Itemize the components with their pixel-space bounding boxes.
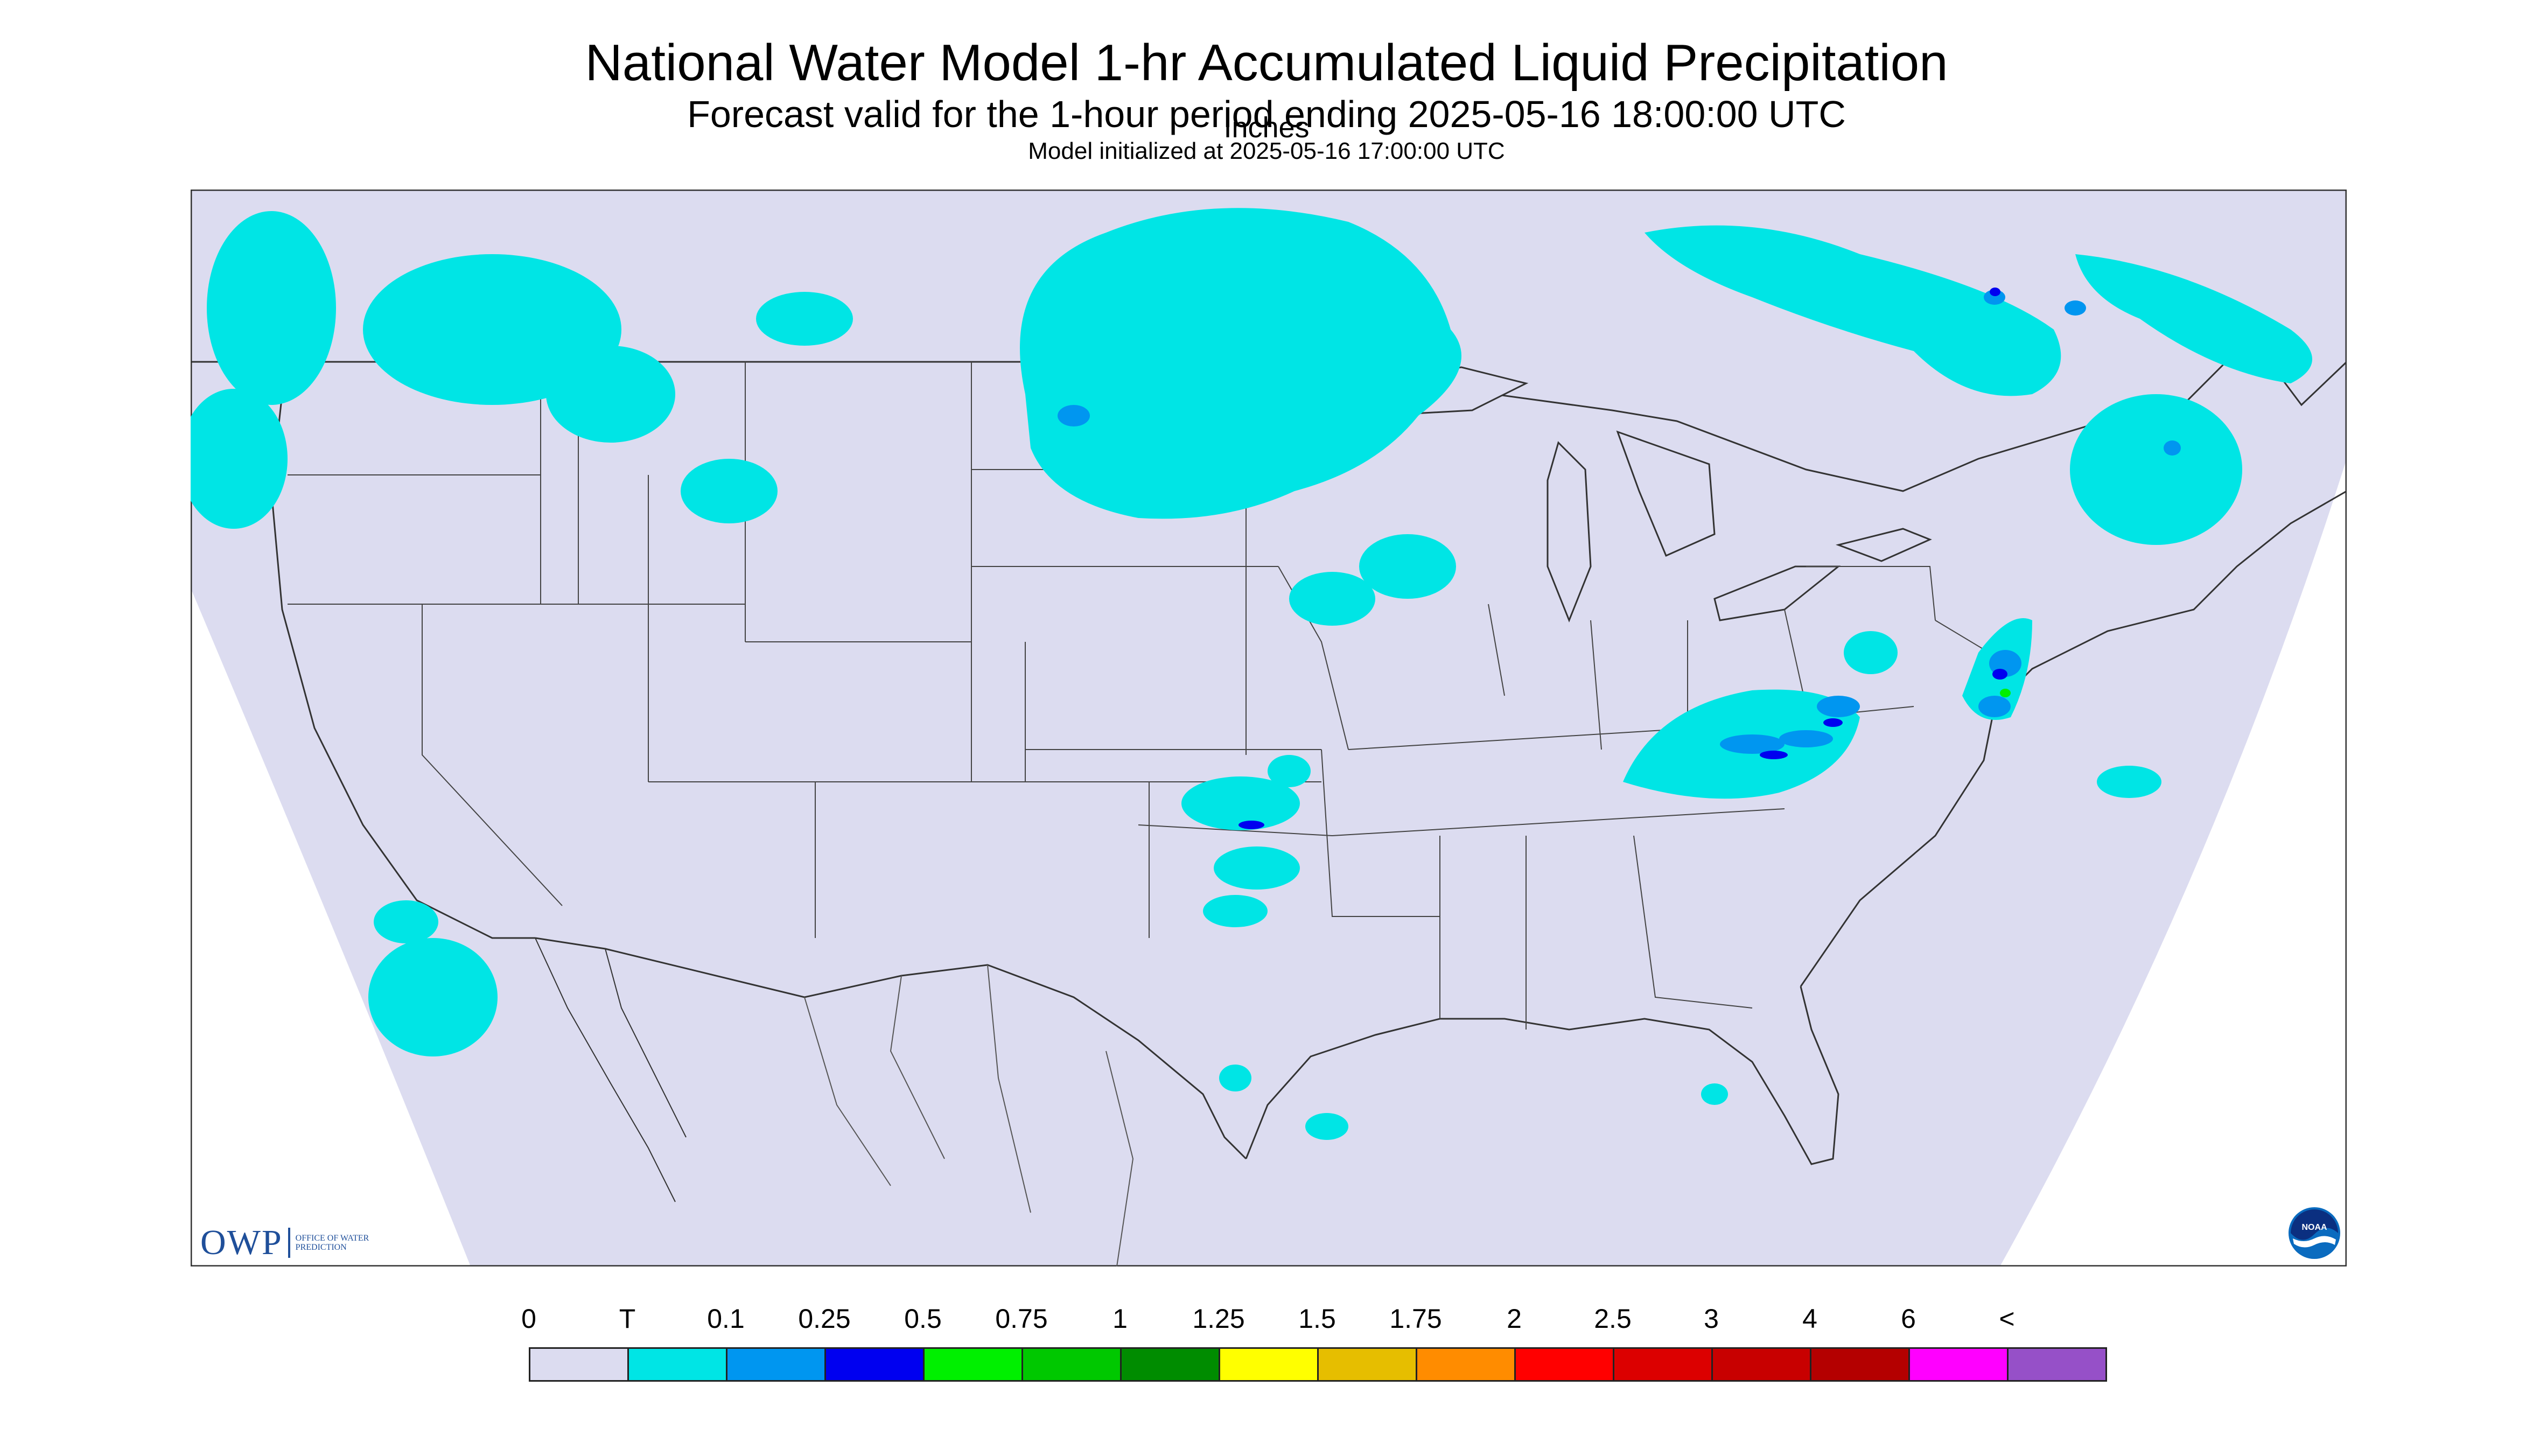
legend-tick-label: 1.25	[1192, 1304, 1245, 1334]
precip-cell-gulf-coast	[1305, 1113, 1348, 1140]
legend-tick-label: T	[619, 1304, 636, 1334]
noaa-logo-icon: NOAA	[2289, 1207, 2340, 1259]
precip-legend: 0 T 0.1 0.25 0.5 0.75 1 1.25 1.5 1.75 2 2.5 3 4 6 <	[0, 1292, 2533, 1454]
map-subtitle: Forecast valid for the 1-hour period end…	[687, 93, 1846, 135]
legend-tick-label: 0.5	[904, 1304, 942, 1334]
legend-tick-label: 0.25	[798, 1304, 851, 1334]
legend-units: Inches	[1223, 111, 1310, 144]
legend-swatch	[1514, 1347, 1614, 1382]
owp-logo: OWP OFFICE OF WATER PREDICTION	[200, 1221, 376, 1264]
lake-huron	[1616, 430, 1716, 557]
lake-erie	[1713, 565, 1841, 621]
precip-0.5-areas	[2000, 689, 2011, 697]
legend-swatch	[1810, 1347, 1910, 1382]
precip-cell-ontario-quebec	[1645, 225, 2061, 396]
owp-logo-mark: OWP	[200, 1223, 283, 1262]
precip-cell-pacific-northwest	[207, 211, 336, 405]
precip-trace-areas	[191, 208, 2312, 1140]
noaa-logo: NOAA	[2287, 1206, 2341, 1260]
legend-tick-label: 3	[1704, 1304, 1719, 1334]
legend-tick-label: 1.5	[1298, 1304, 1336, 1334]
legend-tick-label: 0.1	[707, 1304, 745, 1334]
legend-swatch	[2007, 1347, 2107, 1382]
precip-cell-baja-california	[368, 938, 498, 1056]
model-init-time: Model initialized at 2025-05-16 17:00:00…	[1028, 138, 1505, 164]
legend-tick-label: 2.5	[1594, 1304, 1632, 1334]
legend-tick-label: <	[1999, 1304, 2015, 1334]
atlantic-coastline	[1800, 490, 2347, 987]
mexico-state-lines	[804, 964, 1134, 1266]
mexico-border	[535, 937, 1247, 1160]
legend-tick-label: 0.75	[995, 1304, 1048, 1334]
legend-swatch	[1120, 1347, 1220, 1382]
owp-logo-divider	[288, 1228, 290, 1258]
legend-swatch	[1711, 1347, 1811, 1382]
legend-tick-label: 2	[1507, 1304, 1522, 1334]
precip-cell-northern-rockies	[363, 254, 621, 405]
legend-tick-label: 1	[1112, 1304, 1128, 1334]
precip-0.25-areas	[1238, 288, 2007, 829]
outside-domain-east	[2000, 459, 2347, 1266]
precip-cell-southern-plains	[1181, 776, 1300, 830]
legend-swatch	[1021, 1347, 1122, 1382]
lake-ontario	[1835, 528, 1932, 562]
gulf-coastline	[1245, 986, 1839, 1165]
legend-swatch	[1219, 1347, 1319, 1382]
legend-tick-label: 0	[521, 1304, 536, 1334]
map-canvas	[191, 190, 2347, 1266]
map-title: National Water Model 1-hr Accumulated Li…	[585, 34, 1948, 92]
legend-tick-label: 6	[1901, 1304, 1916, 1334]
legend-swatch	[529, 1347, 629, 1382]
map-border	[191, 190, 2347, 1266]
legend-swatch	[1908, 1347, 2009, 1382]
precipitation-map	[191, 190, 2347, 1266]
precip-0.1-areas	[1058, 290, 2181, 754]
legend-swatch	[1416, 1347, 1516, 1382]
lake-michigan	[1547, 441, 1592, 623]
legend-swatch	[824, 1347, 925, 1382]
owp-logo-text: OFFICE OF WATER PREDICTION	[295, 1234, 369, 1252]
legend-swatch	[1613, 1347, 1713, 1382]
legend-tick-label: 1.75	[1389, 1304, 1442, 1334]
legend-swatch	[726, 1347, 826, 1382]
legend-tick-label: 4	[1802, 1304, 1817, 1334]
precip-cell-new-england	[2070, 394, 2242, 545]
precip-cell-upper-midwest	[1020, 208, 1461, 519]
outside-domain-west	[191, 588, 471, 1266]
legend-swatch	[923, 1347, 1023, 1382]
noaa-logo-text: NOAA	[2301, 1223, 2327, 1232]
pacific-coastline	[270, 394, 535, 939]
baja-coastline	[535, 937, 687, 1202]
precip-cell-washington-coast	[191, 389, 288, 529]
legend-swatch	[627, 1347, 727, 1382]
legend-swatch	[1317, 1347, 1417, 1382]
